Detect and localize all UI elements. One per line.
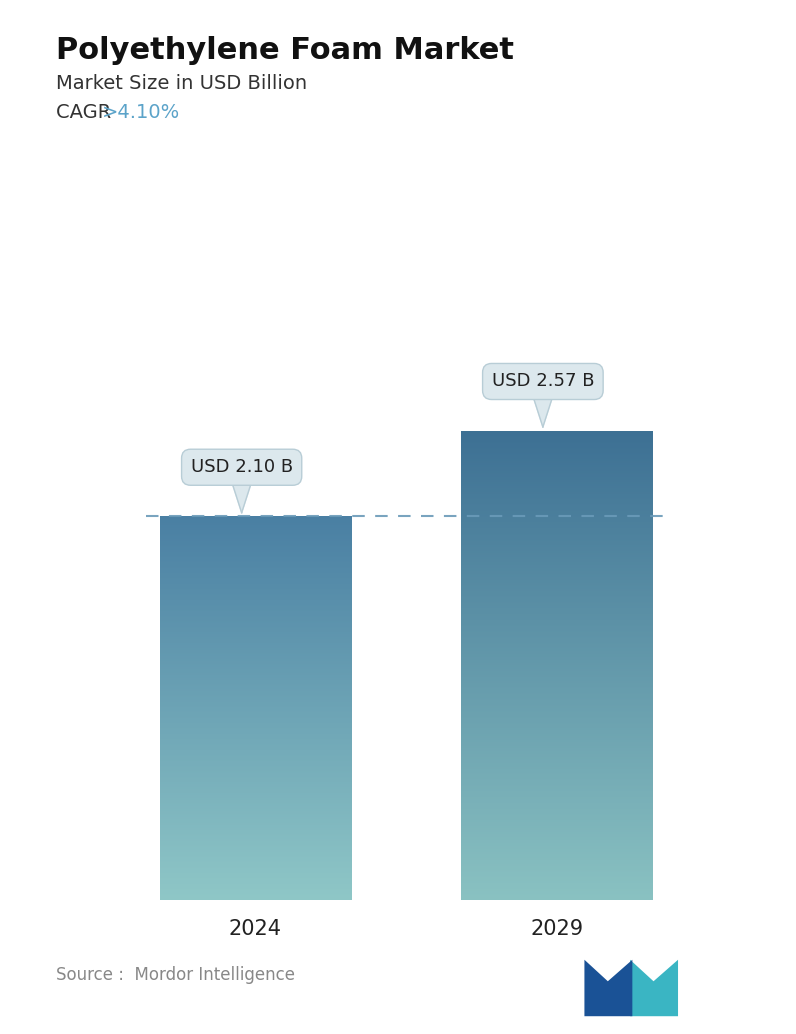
Polygon shape <box>584 960 632 1016</box>
Text: >4.10%: >4.10% <box>102 103 180 122</box>
Text: Source :  Mordor Intelligence: Source : Mordor Intelligence <box>56 967 295 984</box>
Polygon shape <box>229 475 254 513</box>
Text: USD 2.10 B: USD 2.10 B <box>190 458 293 477</box>
Polygon shape <box>630 960 678 1016</box>
Text: Polyethylene Foam Market: Polyethylene Foam Market <box>56 36 513 65</box>
Polygon shape <box>531 389 555 427</box>
Text: USD 2.57 B: USD 2.57 B <box>492 372 594 391</box>
Text: Market Size in USD Billion: Market Size in USD Billion <box>56 74 306 93</box>
Text: CAGR: CAGR <box>56 103 117 122</box>
